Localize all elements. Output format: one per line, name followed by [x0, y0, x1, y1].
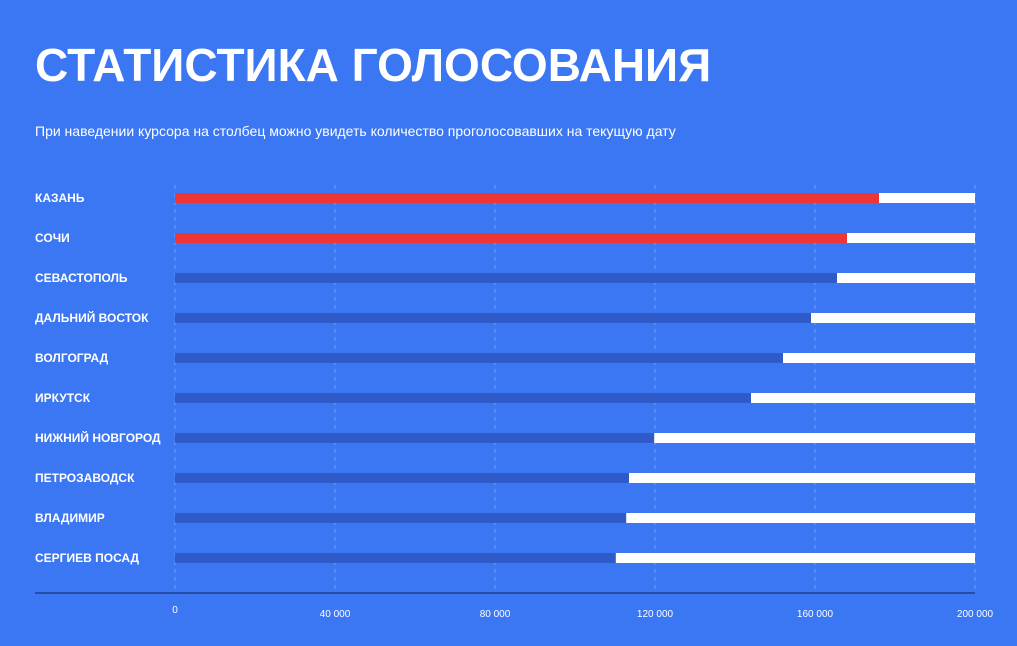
- bar[interactable]: [175, 273, 837, 283]
- category-label: КАЗАНЬ: [35, 191, 85, 205]
- page-title: СТАТИСТИКА ГОЛОСОВАНИЯ: [35, 39, 712, 91]
- bar[interactable]: [175, 353, 783, 363]
- bar[interactable]: [175, 193, 879, 203]
- bar[interactable]: [175, 393, 751, 403]
- category-label: СОЧИ: [35, 231, 70, 245]
- category-label: ПЕТРОЗАВОДСК: [35, 471, 135, 485]
- x-tick-label: 160 000: [797, 609, 834, 620]
- x-tick-label: 80 000: [480, 609, 511, 620]
- bar[interactable]: [175, 233, 847, 243]
- x-tick-label: 120 000: [637, 609, 674, 620]
- bar[interactable]: [175, 553, 616, 563]
- category-label: ВЛАДИМИР: [35, 511, 105, 525]
- bar[interactable]: [175, 433, 655, 443]
- bar[interactable]: [175, 473, 629, 483]
- category-label: ДАЛЬНИЙ ВОСТОК: [35, 311, 149, 325]
- category-label: СЕВАСТОПОЛЬ: [35, 271, 128, 285]
- bar[interactable]: [175, 513, 627, 523]
- category-label: ИРКУТСК: [35, 391, 91, 405]
- x-tick-label: 0: [172, 605, 178, 616]
- x-tick-label: 200 000: [957, 609, 994, 620]
- category-label: ВОЛГОГРАД: [35, 351, 109, 365]
- bar[interactable]: [175, 313, 811, 323]
- x-tick-label: 40 000: [320, 609, 351, 620]
- category-label: СЕРГИЕВ ПОСАД: [35, 551, 140, 565]
- subtitle: При наведении курсора на столбец можно у…: [35, 123, 676, 139]
- category-label: НИЖНИЙ НОВГОРОД: [35, 431, 161, 445]
